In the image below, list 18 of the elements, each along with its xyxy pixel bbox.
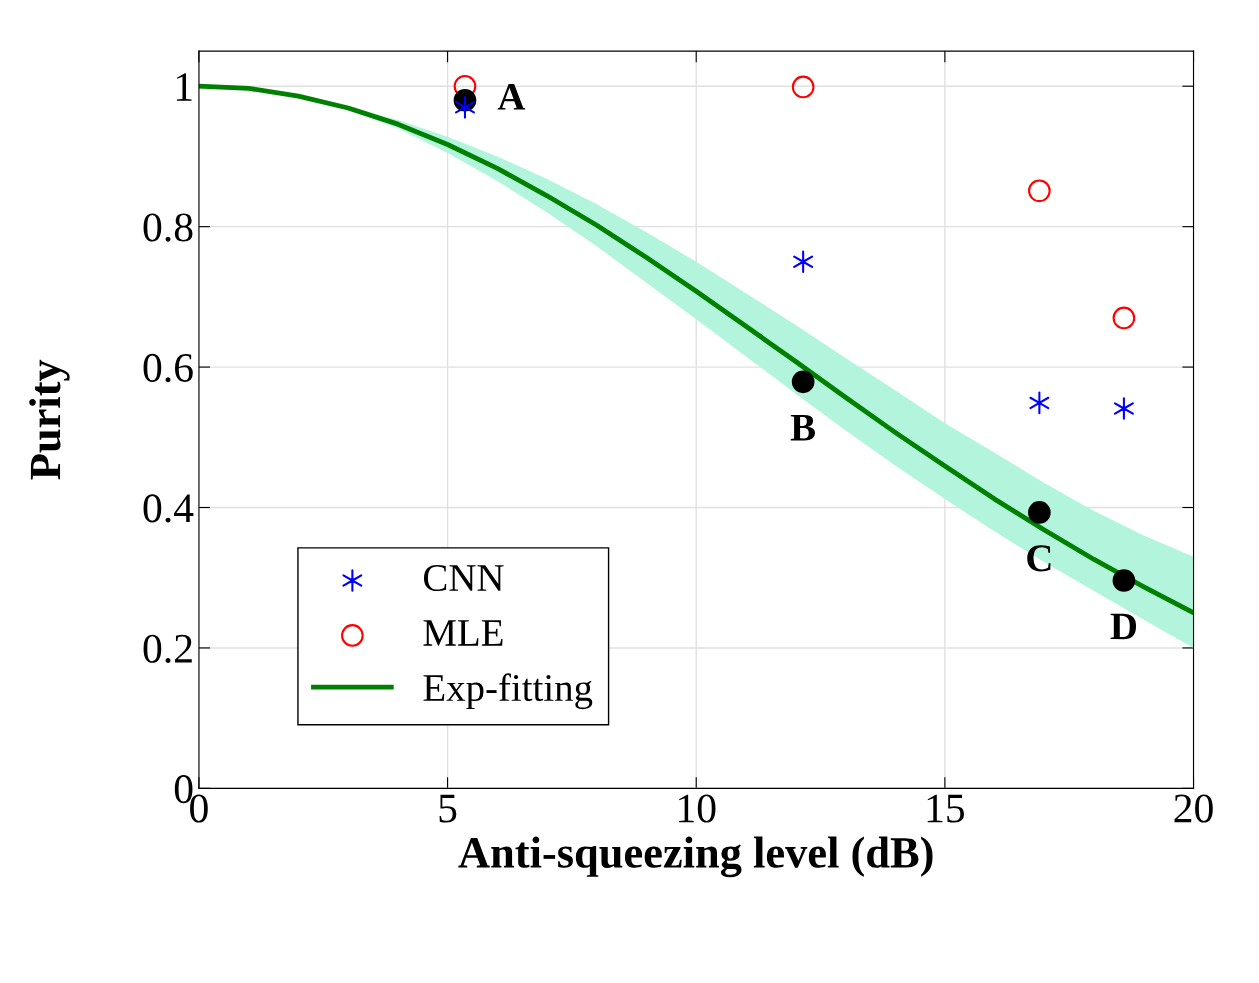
y-axis-title: Purity [29,359,70,480]
x-axis-title: Anti-squeezing level (dB) [458,836,933,878]
x-tick-label: 10 [679,794,716,823]
annotation: C [1027,545,1051,572]
annotation: A [497,83,526,110]
y-tick-label: 0.6 [143,353,193,383]
legend-label: CNN [423,564,504,592]
legend-label: Exp-fitting [423,673,593,710]
x-tick-label: 15 [927,794,965,823]
legend-label: MLE [423,620,503,646]
annotation: D [1110,613,1137,640]
x-tick-label: 5 [439,794,457,823]
x-tick-label: 20 [1174,794,1213,823]
y-tick-label: 1 [176,73,192,101]
y-tick-label: 0.2 [143,634,192,663]
y-tick-label: 0.4 [143,494,194,523]
annotation: B [790,414,816,441]
y-tick-label: 0.8 [143,213,193,242]
